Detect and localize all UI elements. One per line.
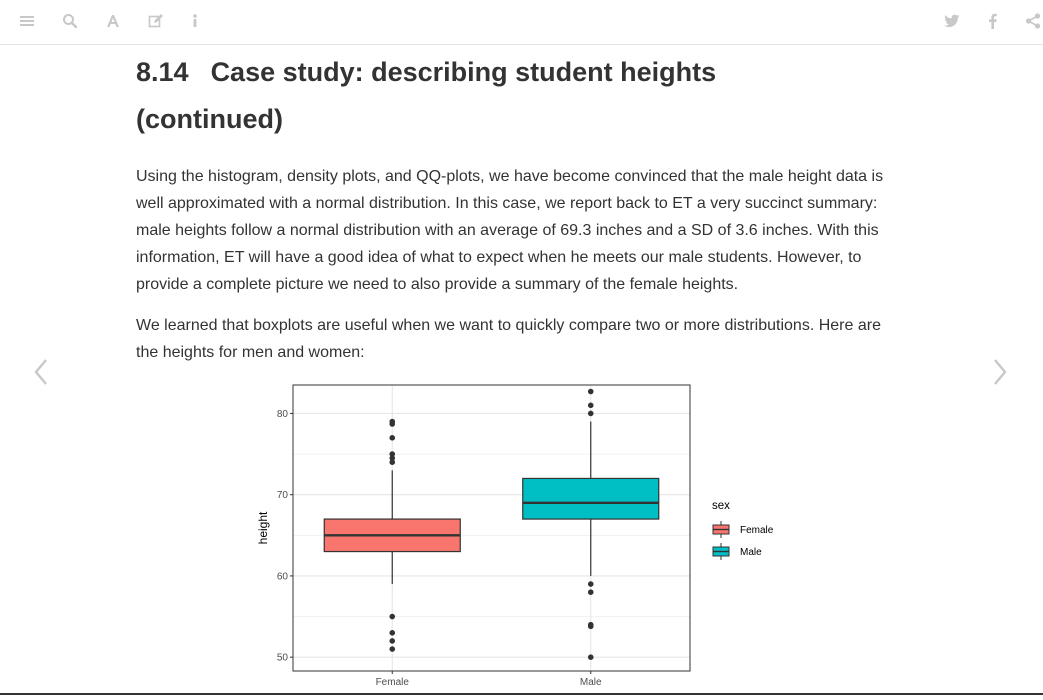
- title-line-2: (continued): [136, 104, 283, 134]
- legend-label: Male: [740, 547, 762, 558]
- search-icon[interactable]: [61, 11, 79, 31]
- x-tick-label: Male: [580, 677, 602, 688]
- outlier-point: [389, 421, 396, 427]
- outlier-point: [389, 646, 396, 652]
- y-axis-title: height: [256, 511, 270, 544]
- panel-border: [292, 384, 691, 672]
- outlier-point: [587, 623, 594, 630]
- chevron-left-icon: [34, 359, 47, 385]
- x-tick-label: Female: [376, 677, 410, 688]
- y-tick-label: 70: [277, 490, 289, 501]
- legend-title: sex: [712, 500, 730, 512]
- outlier-point: [389, 613, 396, 620]
- outlier-point: [587, 410, 594, 417]
- page-title: 8.14 Case study: describing student heigh…: [136, 44, 906, 143]
- menu-icon[interactable]: [18, 11, 36, 31]
- boxplot-chart: 50 60 70 80 Female Male height sex Female Male: [256, 384, 774, 688]
- outlier-point: [389, 630, 396, 636]
- outlier-point: [587, 589, 594, 595]
- chevron-right-icon: [994, 359, 1007, 385]
- paragraph-1: Using the histogram, density plots, and …: [136, 168, 884, 293]
- outlier-point: [389, 638, 396, 644]
- twitter-icon[interactable]: [942, 11, 962, 31]
- prev-page-button[interactable]: [29, 355, 53, 389]
- next-page-button[interactable]: [988, 355, 1012, 389]
- outlier-point: [587, 581, 594, 587]
- bottom-border: [0, 693, 1043, 695]
- edit-icon[interactable]: [147, 11, 165, 31]
- box-male: [522, 477, 660, 520]
- outlier-point: [389, 435, 396, 441]
- info-icon[interactable]: [188, 11, 202, 31]
- outlier-point: [389, 451, 396, 457]
- share-icon[interactable]: [1024, 11, 1042, 31]
- facebook-icon[interactable]: [984, 11, 1000, 31]
- y-tick-label: 80: [277, 409, 289, 420]
- outlier-point: [587, 654, 594, 660]
- outlier-point: [587, 388, 594, 395]
- paragraph-2: We learned that boxplots are useful when…: [136, 317, 881, 361]
- y-tick-label: 50: [277, 653, 289, 664]
- top-toolbar: [0, 0, 1043, 45]
- outlier-point: [587, 402, 594, 409]
- boxplot-figure: 50 60 70 80 Female Male height sex Female Male: [250, 378, 790, 695]
- font-icon[interactable]: [104, 11, 122, 31]
- outlier-point: [389, 459, 396, 465]
- outlier-point: [389, 455, 396, 461]
- title-line-1: Case study: describing student heights: [210, 57, 717, 87]
- legend-label: Female: [740, 525, 774, 536]
- article-content: 8.14 Case study: describing student heigh…: [136, 44, 906, 366]
- section-number: 8.14: [136, 57, 189, 87]
- y-tick-label: 60: [277, 571, 289, 582]
